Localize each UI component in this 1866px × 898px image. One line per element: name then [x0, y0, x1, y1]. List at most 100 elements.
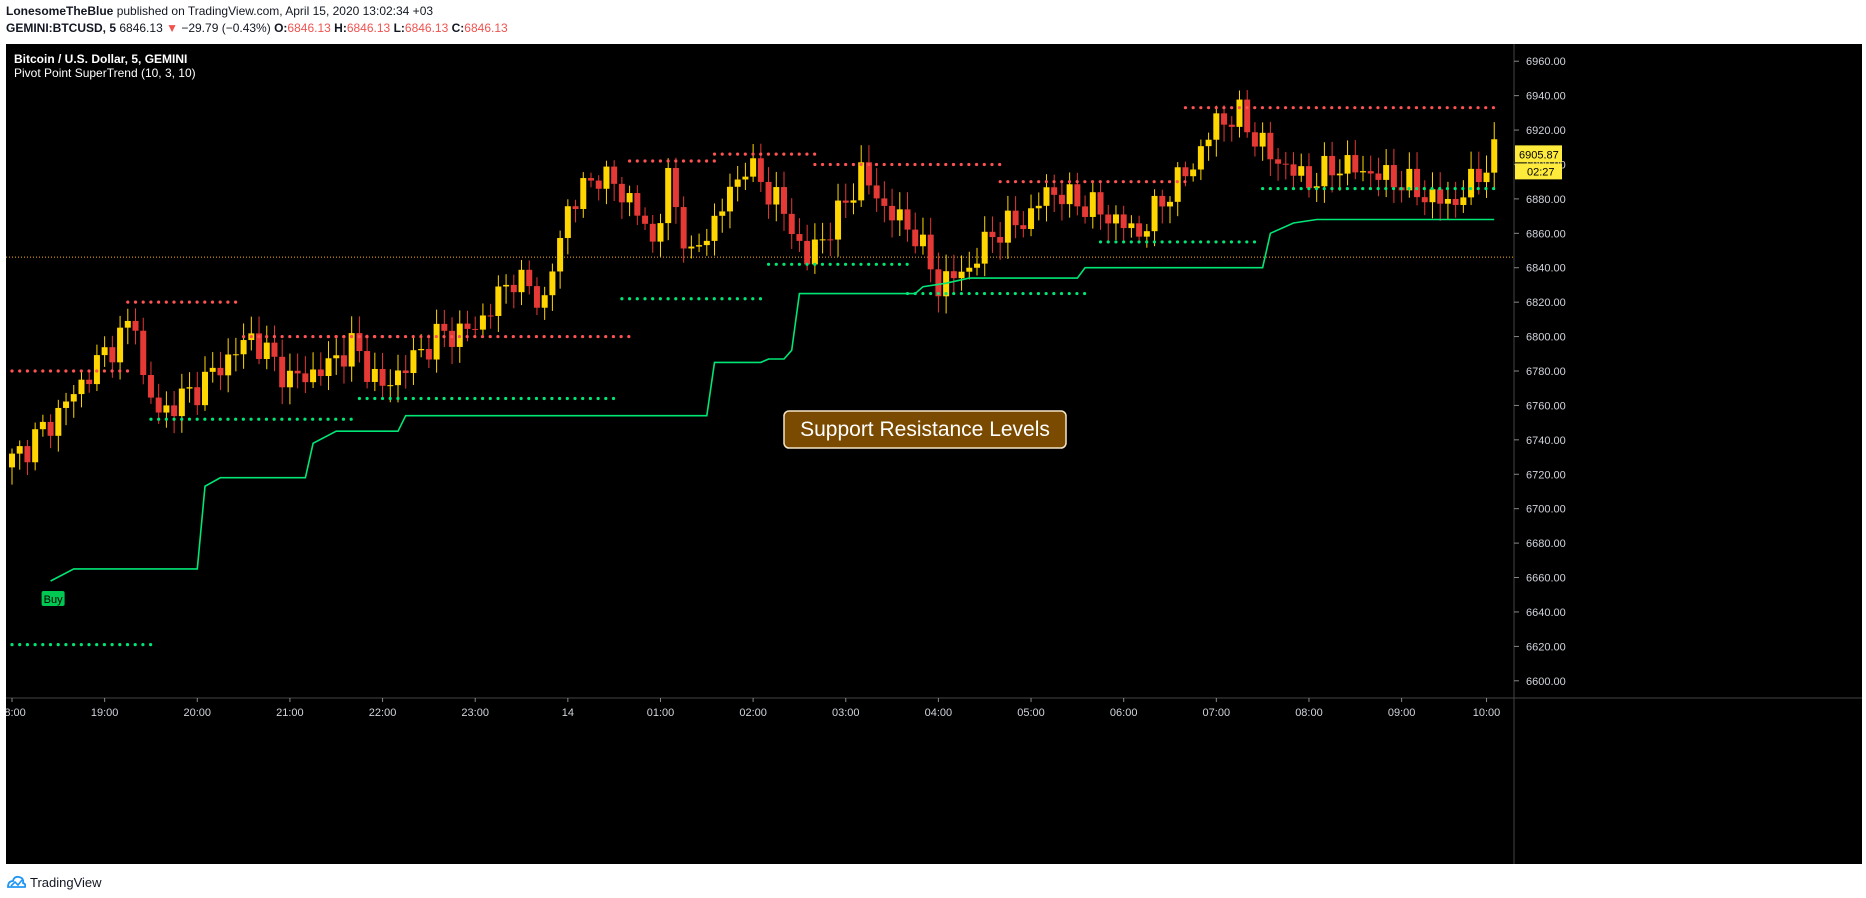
support-dot	[1299, 186, 1303, 191]
resistance-dot	[867, 162, 871, 167]
bear-candle	[441, 323, 448, 331]
bear-candle	[757, 158, 764, 182]
resistance-dot	[265, 334, 269, 339]
bull-candle	[503, 284, 510, 287]
resistance-dot	[627, 334, 631, 339]
resistance-dot	[1230, 106, 1234, 110]
bull-candle	[711, 215, 718, 241]
bear-candle	[804, 240, 811, 265]
support-dot	[651, 297, 655, 301]
bull-candle	[541, 295, 548, 308]
support-dot	[1168, 240, 1172, 244]
bear-candle	[449, 330, 456, 347]
price-chart[interactable]: 6600.00 6620.00 6640.00 6660.00 6680.00 6700.…	[0, 44, 1862, 864]
support-dot	[1422, 186, 1426, 191]
resistance-dot	[1276, 106, 1280, 110]
support-dot	[10, 643, 14, 647]
resistance-dot	[959, 162, 963, 167]
resistance-dot	[102, 369, 106, 373]
footer-brand[interactable]: TradingView	[30, 874, 102, 890]
resistance-dot	[944, 162, 948, 167]
resistance-dot	[1160, 180, 1164, 184]
support-dot	[998, 291, 1002, 296]
support-dot	[874, 262, 878, 266]
x-tick-label: 02:00	[739, 707, 767, 719]
bear-candle	[147, 375, 154, 398]
resistance-dot	[295, 334, 300, 339]
bull-candle	[719, 211, 726, 216]
bear-candle	[595, 180, 602, 189]
resistance-dot	[373, 334, 377, 339]
support-dot	[758, 297, 763, 301]
resistance-dot	[511, 334, 515, 339]
annotation-text: Support Resistance Levels	[800, 418, 1050, 441]
resistance-dot	[56, 369, 60, 373]
bear-candle	[47, 421, 54, 436]
support-dot	[434, 396, 438, 401]
support-dot	[820, 262, 825, 266]
bear-candle	[588, 178, 594, 181]
support-dot	[766, 262, 771, 266]
bear-candle	[1421, 197, 1428, 203]
support-dot	[643, 297, 647, 301]
support-dot	[303, 417, 307, 421]
resistance-dot	[1283, 106, 1288, 110]
resistance-dot	[249, 334, 253, 339]
chart-area[interactable]: 6600.00 6620.00 6640.00 6660.00 6680.00 6700.…	[0, 44, 1862, 864]
bull-candle	[703, 240, 710, 246]
bear-candle	[1352, 155, 1359, 173]
support-dot	[751, 297, 755, 301]
resistance-dot	[1384, 106, 1388, 110]
support-dot	[33, 643, 37, 647]
support-dot	[72, 643, 76, 647]
bull-candle	[696, 245, 703, 247]
x-tick-label: 05:00	[1017, 707, 1045, 719]
bear-candle	[1136, 223, 1143, 237]
support-dot	[1191, 240, 1195, 244]
resistance-dot	[743, 152, 747, 156]
author-name[interactable]: LonesomeTheBlue	[6, 4, 114, 18]
bull-candle	[63, 401, 70, 408]
resistance-dot	[628, 159, 632, 163]
resistance-dot	[434, 334, 438, 339]
bull-candle	[418, 348, 425, 351]
bull-candle	[55, 407, 62, 436]
support-dot	[1067, 291, 1071, 296]
resistance-dot	[172, 300, 176, 304]
bear-candle	[1367, 171, 1374, 174]
support-dot	[836, 262, 840, 266]
resistance-dot	[125, 369, 130, 373]
bear-candle	[217, 367, 224, 376]
support-dot	[851, 262, 855, 266]
support-dot	[1206, 240, 1210, 244]
resistance-dot	[565, 334, 569, 339]
support-dot	[380, 396, 385, 401]
support-dot	[1476, 186, 1480, 191]
resistance-dot	[242, 334, 246, 339]
x-tick-label: 20:00	[184, 707, 212, 719]
resistance-dot	[820, 162, 825, 167]
resistance-dot	[480, 334, 485, 339]
close-label: C:	[451, 21, 465, 35]
support-dot	[1345, 186, 1349, 191]
support-dot	[959, 291, 964, 296]
resistance-dot	[913, 162, 917, 167]
support-dot	[1114, 240, 1118, 244]
support-dot	[843, 262, 848, 266]
bull-candle	[1259, 132, 1266, 147]
y-tick-label: 6960.00	[1526, 56, 1566, 68]
bear-candle	[1051, 187, 1058, 195]
bear-candle	[364, 351, 371, 382]
low-value: 6846.13	[404, 21, 449, 35]
support-dot	[187, 417, 192, 421]
resistance-dot	[596, 334, 600, 339]
bull-candle	[1174, 167, 1181, 202]
bear-candle	[1390, 165, 1397, 188]
bull-candle	[665, 167, 672, 224]
resistance-dot	[1468, 106, 1472, 110]
bull-candle	[1205, 139, 1212, 147]
bull-candle	[1043, 187, 1050, 206]
resistance-dot	[1191, 106, 1195, 110]
bull-candle	[1491, 139, 1498, 173]
price-tag-text: 6905.87	[1519, 149, 1559, 161]
